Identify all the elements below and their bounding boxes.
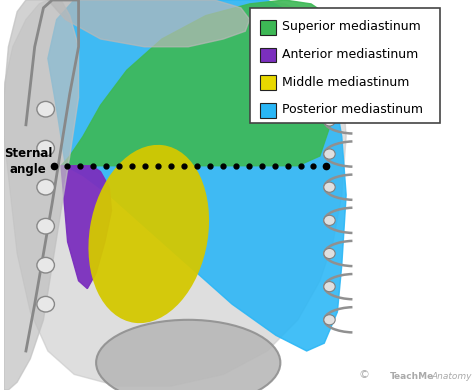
Polygon shape [4, 0, 346, 386]
Circle shape [37, 140, 55, 156]
Text: Anatomy: Anatomy [432, 372, 472, 381]
Circle shape [324, 182, 335, 192]
FancyBboxPatch shape [260, 75, 276, 90]
Text: Superior mediastinum: Superior mediastinum [282, 20, 420, 33]
Text: TeachMe: TeachMe [390, 372, 434, 381]
Circle shape [37, 179, 55, 195]
Circle shape [324, 215, 335, 225]
Polygon shape [48, 0, 250, 47]
Text: Middle mediastinum: Middle mediastinum [282, 76, 409, 89]
Circle shape [37, 257, 55, 273]
Polygon shape [61, 0, 342, 166]
Text: Anterior mediastinum: Anterior mediastinum [282, 48, 418, 61]
Circle shape [324, 282, 335, 292]
Circle shape [37, 296, 55, 312]
Circle shape [324, 50, 335, 60]
Ellipse shape [89, 145, 209, 323]
Text: ©: © [358, 370, 369, 380]
Circle shape [37, 218, 55, 234]
FancyBboxPatch shape [260, 20, 276, 35]
Circle shape [324, 83, 335, 93]
Polygon shape [4, 0, 79, 390]
FancyBboxPatch shape [260, 48, 276, 62]
Circle shape [324, 315, 335, 325]
FancyBboxPatch shape [260, 103, 276, 118]
Text: Sternal
angle: Sternal angle [4, 147, 52, 176]
Polygon shape [48, 0, 346, 351]
FancyBboxPatch shape [250, 8, 440, 123]
Text: Posterior mediastinum: Posterior mediastinum [282, 103, 423, 116]
Circle shape [324, 116, 335, 126]
Circle shape [324, 248, 335, 259]
Circle shape [324, 149, 335, 159]
Polygon shape [61, 166, 111, 289]
Ellipse shape [96, 320, 280, 390]
Circle shape [37, 101, 55, 117]
